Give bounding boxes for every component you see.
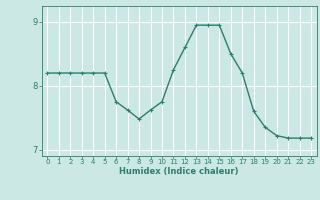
X-axis label: Humidex (Indice chaleur): Humidex (Indice chaleur) [119,167,239,176]
